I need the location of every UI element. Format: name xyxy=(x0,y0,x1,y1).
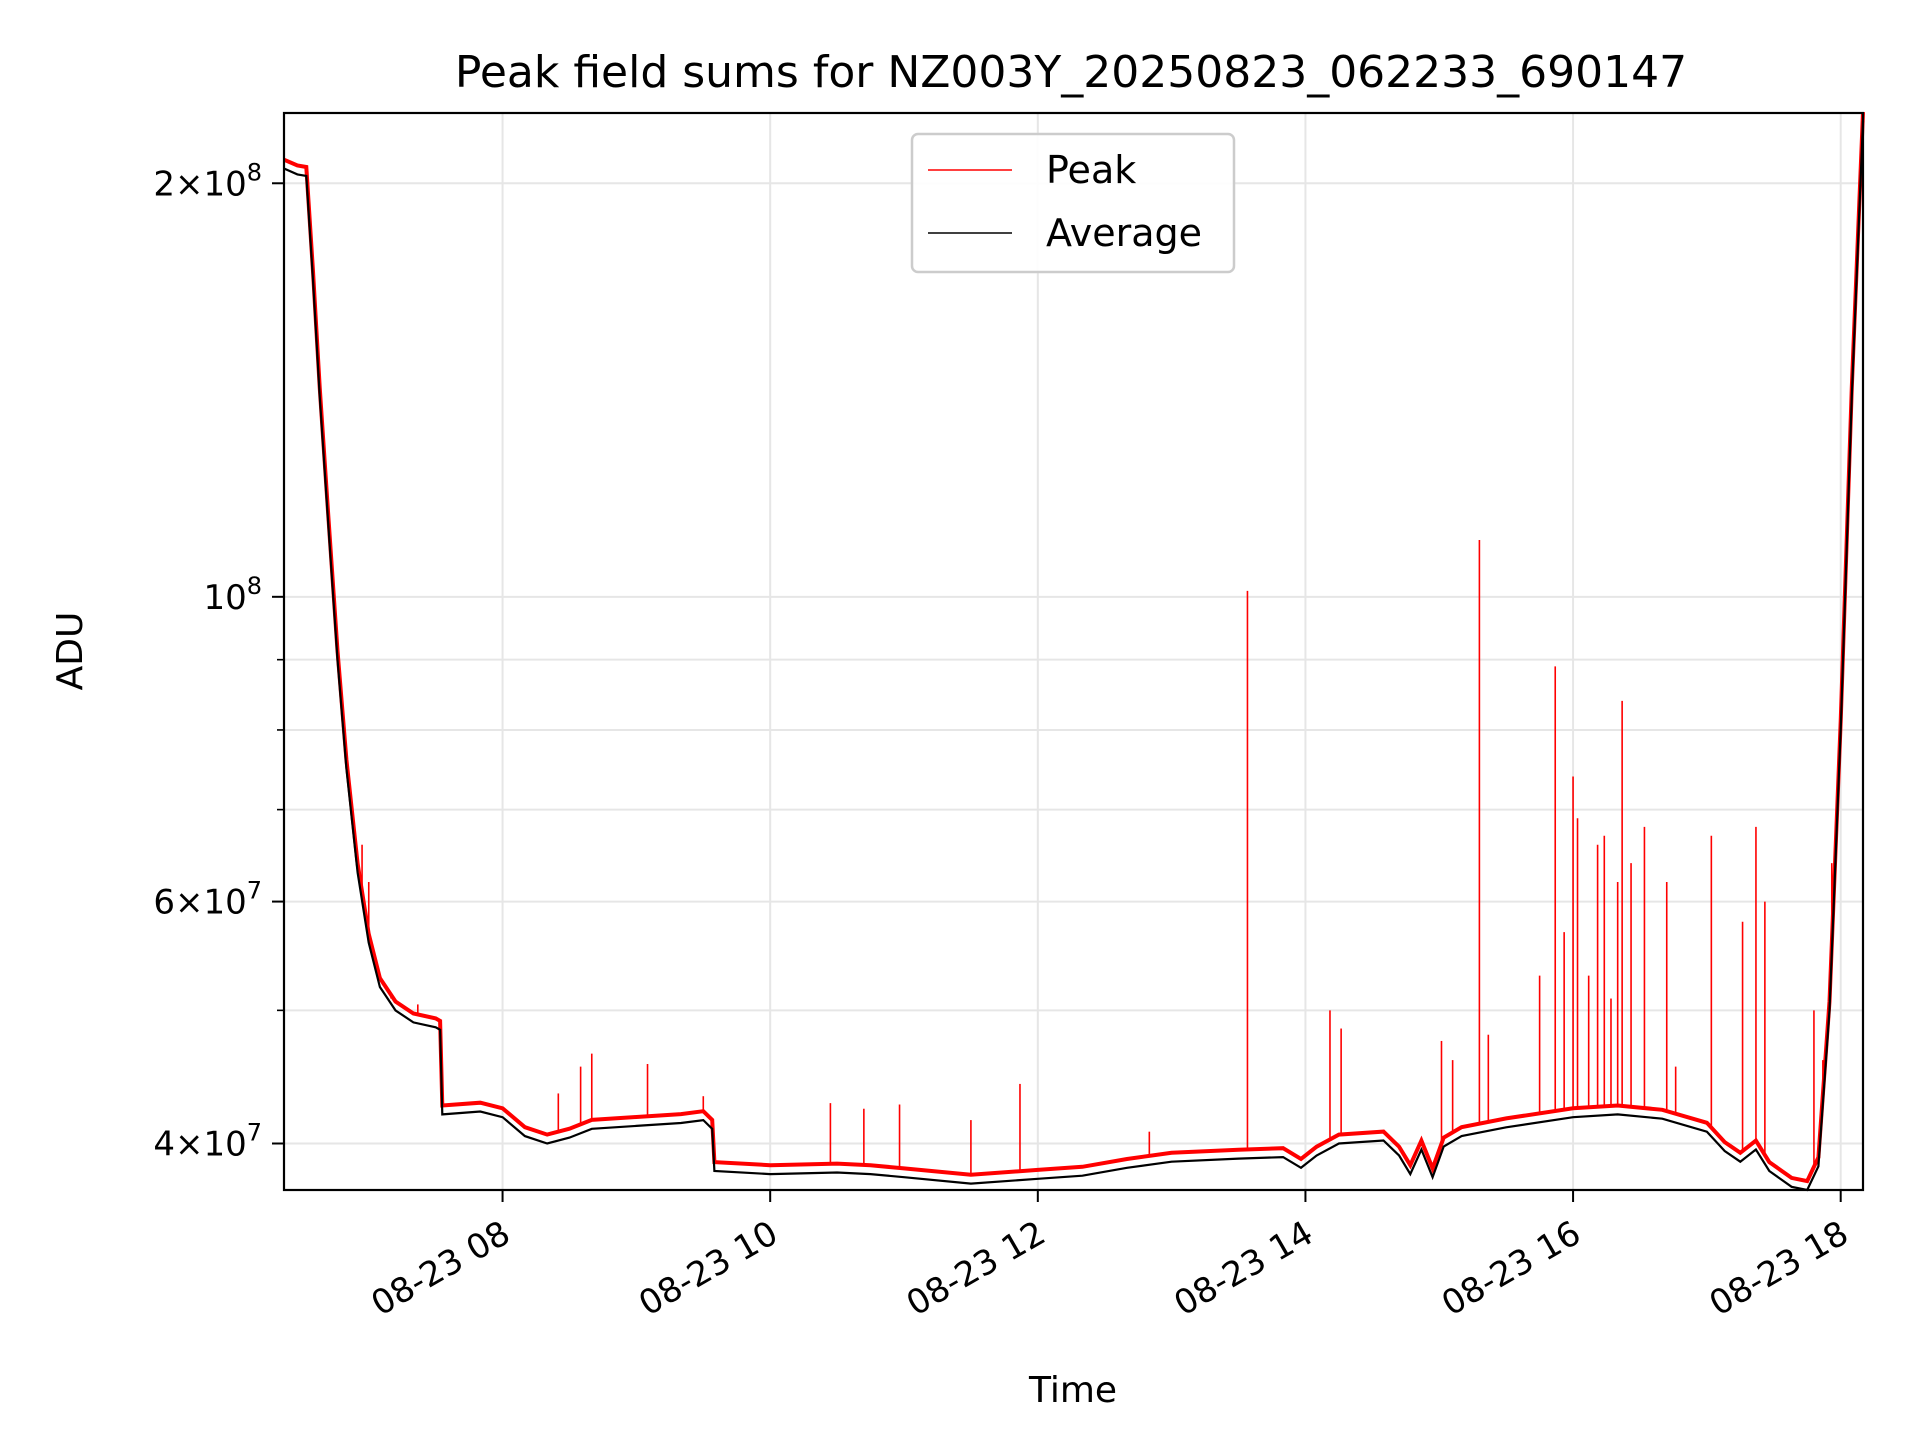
legend-box xyxy=(910,132,1236,274)
chart-title: Peak field sums for NZ003Y_20250823_0622… xyxy=(455,47,1687,98)
y-tick-label: 2×108 xyxy=(153,158,262,204)
y-tick-label: 4×107 xyxy=(153,1118,262,1164)
legend-peak-label: Peak xyxy=(1046,148,1136,192)
average-series-line xyxy=(283,120,1865,1192)
plot-area xyxy=(283,112,1865,1192)
peak-series-line xyxy=(283,112,1865,1184)
axes-frame xyxy=(282,111,1865,1192)
legend: Peak Average xyxy=(910,132,1236,274)
y-tick-label: 108 xyxy=(203,572,262,618)
legend-average-label: Average xyxy=(1046,211,1202,255)
y-axis-label: ADU xyxy=(50,612,91,691)
x-axis-label: Time xyxy=(1028,1370,1117,1411)
y-tick-label: 6×107 xyxy=(153,877,262,923)
